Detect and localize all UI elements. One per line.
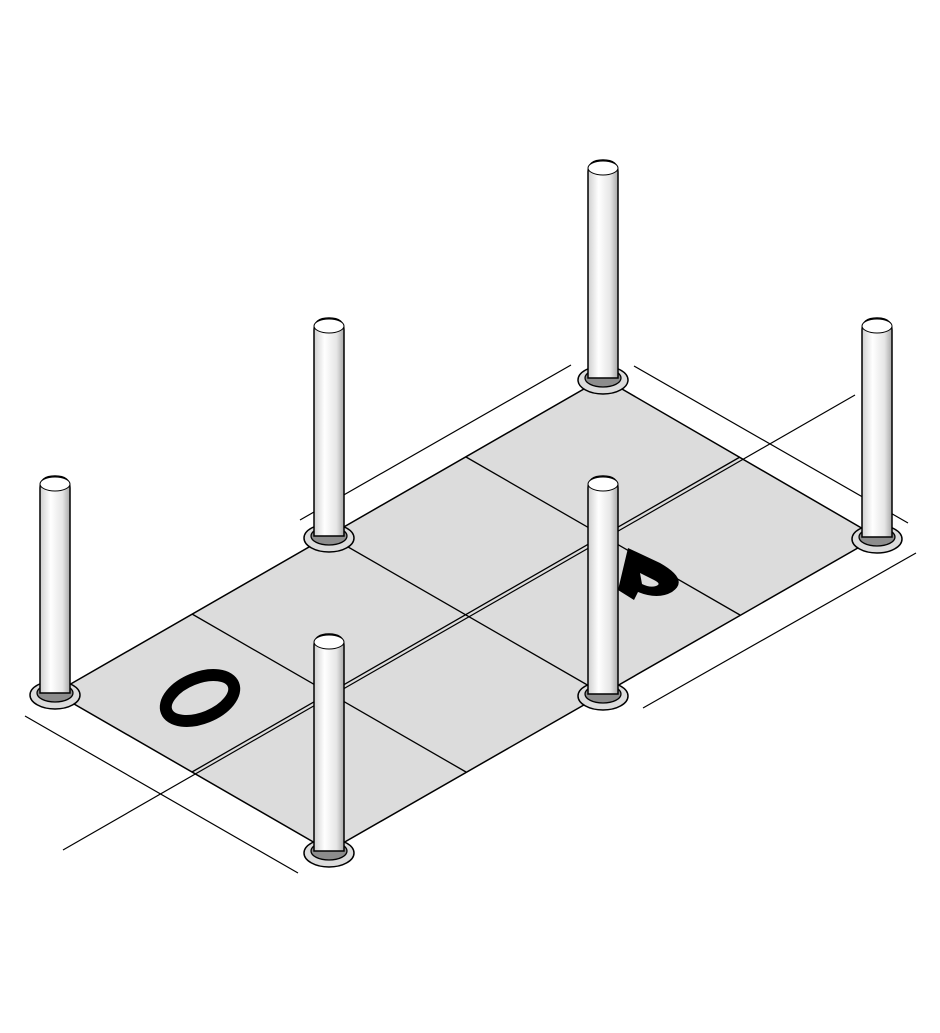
guide-line	[642, 552, 917, 709]
post-shaft	[861, 317, 893, 538]
post-top	[587, 160, 619, 176]
label-o-group	[159, 669, 241, 727]
post-left	[29, 475, 81, 710]
post-top	[587, 476, 619, 492]
guide-line	[62, 394, 856, 851]
post-shaft	[587, 475, 619, 695]
guide-line	[299, 364, 572, 521]
post-top	[861, 318, 893, 334]
label-p-group	[618, 548, 679, 600]
post-middle-left	[303, 317, 355, 553]
post-top	[39, 476, 71, 492]
post-shaft	[313, 633, 345, 852]
guide-line	[24, 715, 299, 874]
post-shaft	[39, 475, 71, 694]
post-front	[303, 633, 355, 868]
grid-line	[191, 456, 741, 773]
post-shaft	[313, 317, 345, 537]
post-top	[313, 634, 345, 650]
post-back	[577, 159, 629, 395]
post-middle-right	[577, 475, 629, 711]
post-right	[851, 317, 903, 554]
post-shaft	[587, 159, 619, 379]
post-top	[313, 318, 345, 334]
letter-p-shape	[618, 548, 679, 600]
letter-o-shape	[159, 669, 241, 727]
